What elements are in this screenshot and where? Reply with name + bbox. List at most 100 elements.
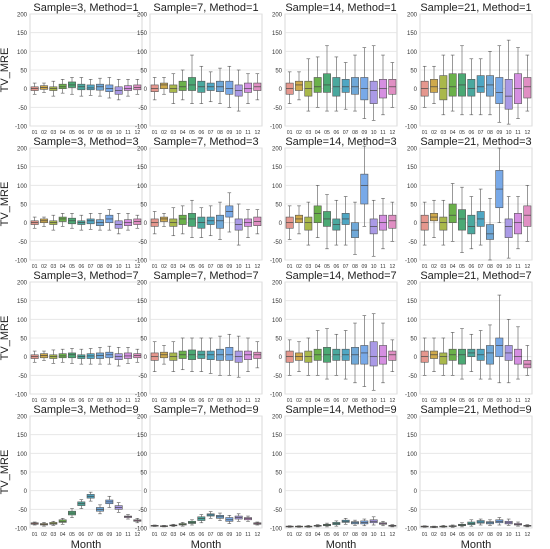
x-tick-label: 06 — [468, 398, 474, 404]
x-tick-label: 11 — [380, 264, 385, 270]
x-tick-label: 05 — [189, 532, 195, 538]
y-tick-label: 0 — [144, 489, 148, 495]
y-tick-label: 0 — [24, 87, 28, 93]
x-tick-label: 10 — [116, 130, 122, 136]
x-tick-label: 05 — [324, 398, 330, 404]
x-tick-label: 03 — [305, 264, 311, 270]
y-tick-label: 200 — [137, 147, 148, 153]
box-month-08 — [486, 224, 494, 240]
box-month-08 — [486, 345, 494, 365]
panel-title: Sample=21, Method=9 — [420, 404, 531, 416]
box-month-11 — [244, 350, 252, 360]
x-tick-label: 04 — [60, 264, 66, 270]
x-tick-label: 04 — [60, 130, 66, 136]
x-tick-label: 12 — [524, 130, 530, 136]
x-tick-label: 10 — [506, 130, 512, 136]
x-tick-label: 08 — [487, 264, 493, 270]
x-tick-label: 01 — [422, 398, 428, 404]
y-tick-label: 150 — [17, 299, 28, 305]
y-tick-label: -50 — [408, 106, 417, 112]
box-month-02 — [430, 79, 438, 93]
x-tick-label: 01 — [152, 532, 158, 538]
y-tick-label: 100 — [137, 452, 148, 458]
x-tick-label: 08 — [487, 398, 493, 404]
x-tick-label: 02 — [431, 130, 437, 136]
x-tick-label: 07 — [343, 532, 349, 538]
box-month-08 — [216, 214, 224, 229]
box-month-11 — [124, 85, 132, 91]
y-tick-label: 200 — [272, 13, 283, 19]
x-axis-label-col-1: Month — [71, 539, 102, 549]
x-tick-label: 03 — [440, 130, 446, 136]
y-tick-label: 0 — [414, 355, 418, 361]
y-tick-label: 150 — [137, 433, 148, 439]
box-month-05 — [458, 348, 466, 365]
y-tick-label: -50 — [138, 240, 147, 246]
y-tick-label: -50 — [408, 508, 417, 514]
y-tick-label: -100 — [405, 527, 418, 533]
x-tick-label: 11 — [380, 532, 385, 538]
panel-title: Sample=7, Method=7 — [153, 270, 258, 282]
y-tick-label: -100 — [135, 125, 148, 131]
box-month-09 — [495, 337, 504, 357]
y-tick-label: -50 — [273, 508, 282, 514]
y-tick-label: 200 — [17, 13, 28, 19]
x-tick-label: 04 — [450, 130, 456, 136]
y-tick-label: -50 — [18, 374, 27, 380]
x-tick-label: 12 — [254, 532, 260, 538]
y-tick-label: 200 — [17, 147, 28, 153]
panel-title: Sample=14, Method=9 — [285, 404, 396, 416]
x-tick-label: 05 — [459, 130, 465, 136]
x-tick-label: 05 — [189, 130, 195, 136]
x-tick-label: 03 — [170, 130, 176, 136]
x-tick-label: 02 — [296, 130, 302, 136]
y-tick-label: 0 — [414, 489, 418, 495]
y-tick-label: 100 — [17, 184, 28, 190]
x-tick-label: 12 — [254, 130, 260, 136]
x-tick-label: 09 — [496, 264, 502, 270]
x-tick-label: 07 — [208, 532, 214, 538]
x-tick-label: 06 — [333, 130, 339, 136]
x-tick-label: 09 — [496, 398, 502, 404]
x-tick-label: 06 — [198, 532, 204, 538]
x-tick-label: 01 — [32, 264, 38, 270]
x-tick-label: 05 — [324, 130, 330, 136]
y-tick-label: 50 — [275, 471, 282, 477]
x-tick-label: 10 — [371, 264, 377, 270]
y-tick-label: -100 — [405, 125, 418, 131]
box-month-07 — [476, 75, 485, 93]
x-tick-label: 07 — [88, 264, 94, 270]
y-tick-label: 50 — [410, 471, 417, 477]
x-tick-label: 12 — [389, 532, 395, 538]
x-tick-label: 07 — [478, 398, 484, 404]
y-tick-label: 50 — [20, 337, 27, 343]
x-tick-label: 04 — [315, 264, 321, 270]
y-tick-label: -50 — [273, 240, 282, 246]
x-tick-label: 02 — [41, 398, 47, 404]
x-tick-label: 09 — [106, 264, 112, 270]
y-tick-label: -100 — [15, 527, 28, 533]
x-tick-label: 12 — [134, 532, 140, 538]
y-tick-label: 100 — [272, 318, 283, 324]
x-tick-label: 08 — [97, 264, 103, 270]
y-tick-label: 150 — [272, 165, 283, 171]
box-month-12 — [523, 205, 532, 227]
box-month-09 — [105, 84, 114, 92]
x-tick-label: 02 — [161, 532, 167, 538]
x-tick-label: 12 — [134, 130, 140, 136]
x-tick-label: 04 — [315, 130, 321, 136]
y-tick-label: 50 — [140, 337, 147, 343]
y-tick-label: 50 — [275, 203, 282, 209]
x-tick-label: 09 — [226, 264, 232, 270]
x-tick-label: 10 — [371, 398, 377, 404]
x-tick-label: 10 — [116, 532, 122, 538]
box-month-07 — [86, 218, 95, 225]
x-tick-label: 05 — [324, 264, 330, 270]
x-tick-label: 07 — [478, 532, 484, 538]
box-month-04 — [178, 214, 187, 225]
panel-title: Sample=14, Method=3 — [285, 136, 396, 148]
box-month-07 — [341, 79, 350, 93]
x-tick-label: 09 — [106, 130, 112, 136]
